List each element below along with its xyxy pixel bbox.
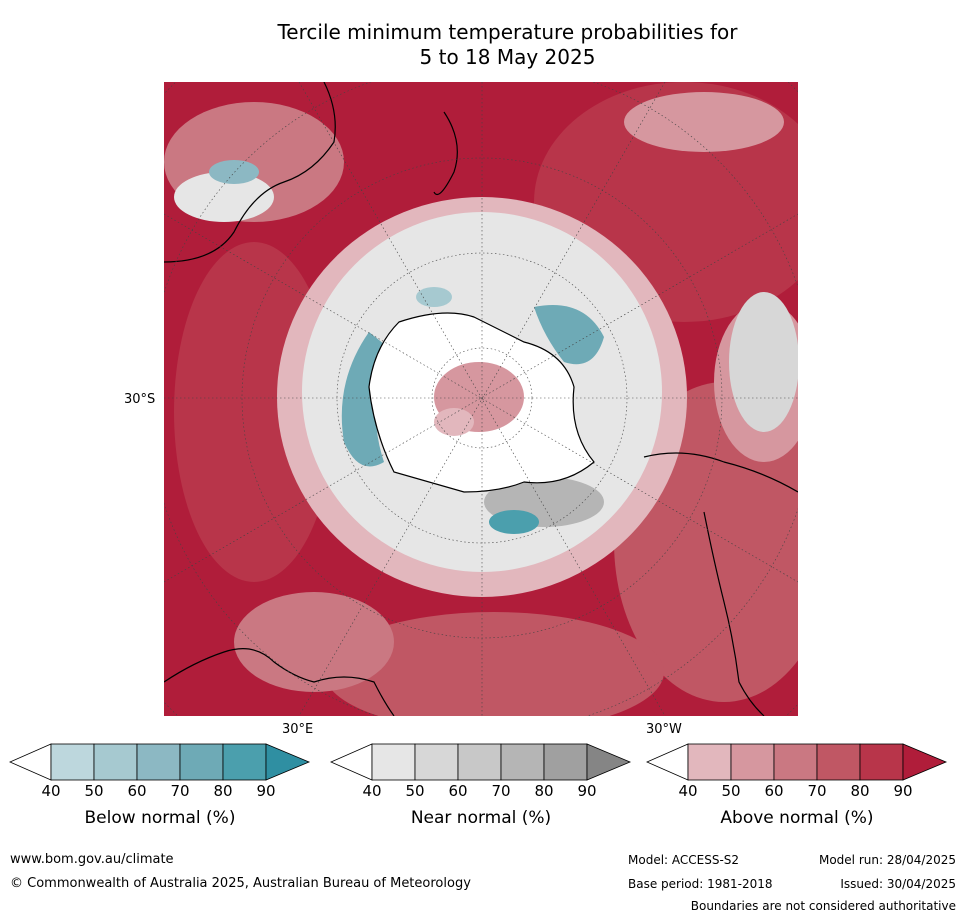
- colorbar-near-tick: 40: [362, 782, 382, 800]
- colorbar-below-tick: 70: [170, 782, 190, 800]
- colorbar-near-graphic: [330, 743, 632, 781]
- colorbar-below-low-extension: [9, 743, 52, 781]
- colorbar-near-low-extension: [330, 743, 373, 781]
- colorbar-above-tick: 40: [678, 782, 698, 800]
- colorbar-above-segment: [730, 743, 775, 781]
- footer-model: Model: ACCESS-S2: [628, 853, 740, 867]
- colorbar-near-title: Near normal (%): [410, 808, 552, 828]
- colorbar-near-tick: 90: [577, 782, 597, 800]
- colorbar-below-title: Below normal (%): [84, 808, 236, 828]
- footer-copyright: © Commonwealth of Australia 2025, Austra…: [10, 876, 471, 891]
- colorbar-above-segment: [687, 743, 732, 781]
- title-line-2: 5 to 18 May 2025: [419, 45, 596, 69]
- colorbar-below-segment: [222, 743, 267, 781]
- colorbar-above-graphic: [646, 743, 948, 781]
- colorbar-above-segment: [816, 743, 861, 781]
- colorbar-below-tick: 80: [213, 782, 233, 800]
- colorbar-above-tick: 80: [850, 782, 870, 800]
- footer-disclaimer: Boundaries are not considered authoritat…: [690, 899, 956, 913]
- colorbar-near-tick: 80: [534, 782, 554, 800]
- colorbar-near-high-extension: [586, 743, 632, 781]
- colorbar-above-tick: 50: [721, 782, 741, 800]
- lon-label-30w: 30°W: [646, 722, 682, 737]
- lon-label-30e: 30°E: [282, 722, 314, 737]
- footer-url: www.bom.gov.au/climate: [10, 852, 174, 867]
- colorbar-near-tick: 70: [491, 782, 511, 800]
- colorbar-below-high-extension: [265, 743, 311, 781]
- colorbar-above-segment: [859, 743, 904, 781]
- colorbar-above-tick: 90: [893, 782, 913, 800]
- footer-issued: Issued: 30/04/2025: [840, 877, 956, 891]
- colorbar-below-graphic: [9, 743, 311, 781]
- colorbar-near-normal: 40 50 60 70 80 90 Near normal (%): [329, 742, 633, 842]
- probability-map: [164, 82, 798, 716]
- colorbar-above-tick: 60: [764, 782, 784, 800]
- colorbar-below-segment: [179, 743, 224, 781]
- graticule: [164, 82, 798, 716]
- colorbar-above-segment: [773, 743, 818, 781]
- colorbar-below-tick: 60: [127, 782, 147, 800]
- footer-base-period: Base period: 1981-2018: [628, 877, 773, 891]
- colorbar-near-tick: 60: [448, 782, 468, 800]
- colorbar-below-normal: 40 50 60 70 80 90 Below normal (%): [8, 742, 312, 842]
- title-line-1: Tercile minimum temperature probabilitie…: [277, 20, 738, 44]
- colorbar-above-tick: 70: [807, 782, 827, 800]
- antarctica-interior: [369, 313, 594, 492]
- colorbar-near-tick: 50: [405, 782, 425, 800]
- colorbar-below-segment: [136, 743, 181, 781]
- colorbar-below-tick: 90: [256, 782, 276, 800]
- footer-model-run: Model run: 28/04/2025: [818, 853, 956, 867]
- colorbar-near-segment: [371, 743, 416, 781]
- lat-label-30s: 30°S: [124, 392, 156, 407]
- colorbar-above-low-extension: [646, 743, 689, 781]
- colorbar-below-tick: 40: [41, 782, 61, 800]
- coastlines: [164, 82, 798, 716]
- colorbar-near-segment: [457, 743, 502, 781]
- colorbar-above-title: Above normal (%): [720, 808, 874, 828]
- colorbar-above-normal: 40 50 60 70 80 90 Above normal (%): [645, 742, 949, 842]
- colorbar-near-segment: [500, 743, 545, 781]
- colorbar-above-high-extension: [902, 743, 948, 781]
- colorbar-below-tick: 50: [84, 782, 104, 800]
- colorbar-near-segment: [543, 743, 588, 781]
- colorbar-below-segment: [93, 743, 138, 781]
- colorbar-near-segment: [414, 743, 459, 781]
- colorbar-below-segment: [50, 743, 95, 781]
- chart-title: Tercile minimum temperature probabilitie…: [0, 20, 965, 70]
